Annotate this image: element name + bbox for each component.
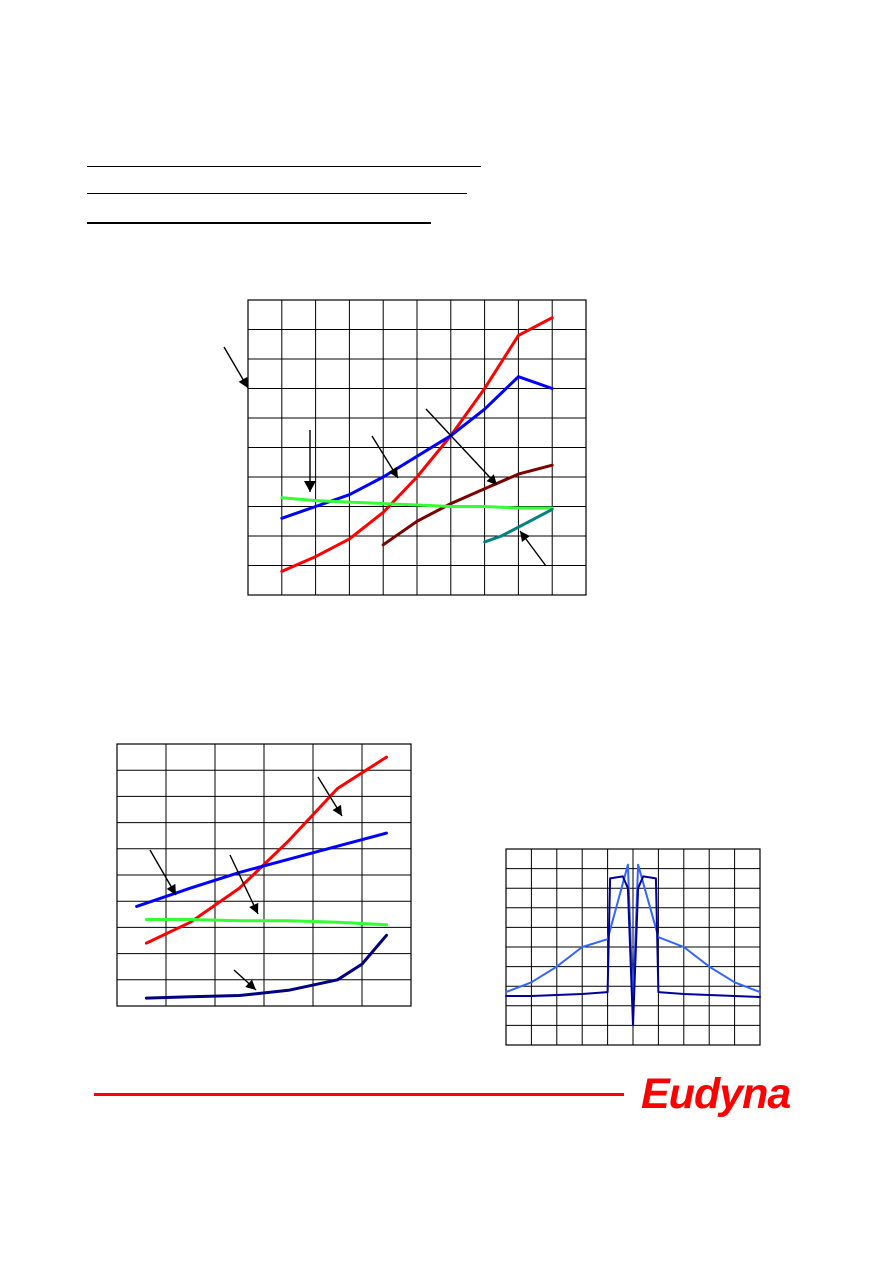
annotation-arrowhead xyxy=(249,902,259,914)
series-line-4 xyxy=(144,933,388,1000)
plot-frame xyxy=(247,299,587,596)
annotation-arrowhead xyxy=(304,481,316,492)
chart-1 xyxy=(223,299,587,596)
annotation-arrowhead xyxy=(245,979,256,990)
series-line-2 xyxy=(505,875,761,1027)
annotation-arrowhead xyxy=(166,883,176,895)
footer-rule xyxy=(94,1093,624,1096)
annotation-arrowhead xyxy=(388,466,398,478)
plot-frame xyxy=(116,743,412,1007)
header-rule-bottom xyxy=(87,222,431,224)
annotation-arrowhead xyxy=(520,531,530,543)
annotation-arrow xyxy=(229,854,259,915)
series-line-5 xyxy=(483,507,554,544)
series-line-3 xyxy=(144,918,388,927)
annotation-arrowhead xyxy=(486,474,497,485)
series-line-4 xyxy=(280,496,554,510)
annotation-arrow xyxy=(425,408,498,486)
eudyna-logo: Eudyna xyxy=(641,1070,791,1118)
header-rule-middle xyxy=(87,193,467,194)
header-rule-top xyxy=(87,166,481,167)
chart-3 xyxy=(505,848,761,1046)
plot-frame xyxy=(505,848,761,1046)
series-line-2 xyxy=(135,831,388,908)
series-line-3 xyxy=(381,463,554,547)
annotation-arrowhead xyxy=(238,376,248,388)
series-line-1 xyxy=(280,316,554,573)
chart-grid xyxy=(116,743,412,1007)
annotation-arrowhead xyxy=(332,804,342,816)
series-line-1 xyxy=(144,755,388,945)
chart-2 xyxy=(116,743,412,1007)
